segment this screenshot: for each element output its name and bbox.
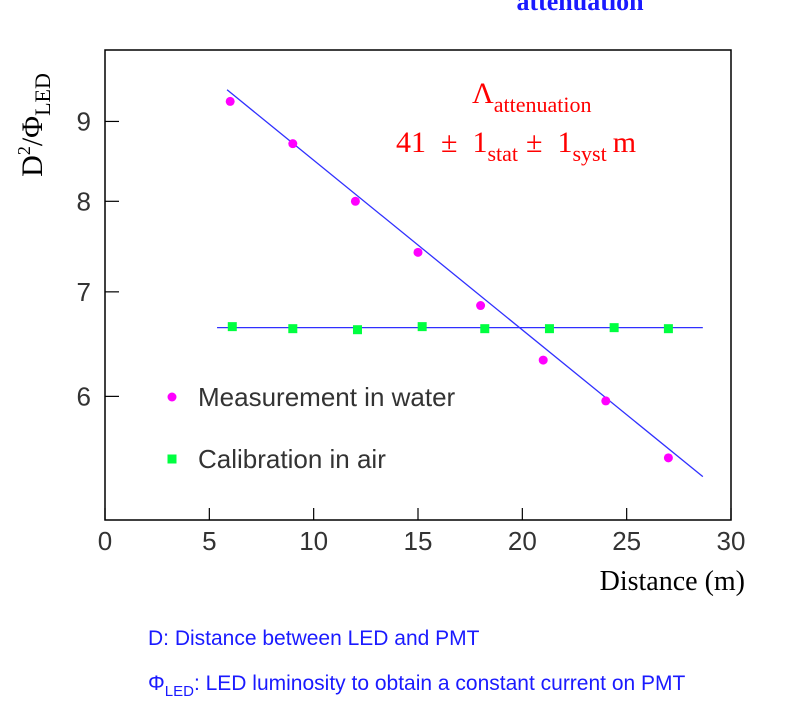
data-point (476, 301, 486, 311)
x-tick-label: 5 (202, 526, 216, 556)
y-axis-label: D2/ΦLED (14, 73, 55, 177)
data-point (413, 247, 423, 257)
x-tick-label: 0 (98, 526, 112, 556)
y-label-mid: /Φ (16, 116, 49, 146)
footnote-phi-sub: LED (165, 683, 194, 700)
annotation-value: 41 ± 1stat ± 1syst m (396, 126, 636, 166)
legend-label: Calibration in air (198, 444, 386, 474)
x-tick-label: 20 (508, 526, 537, 556)
chart-title: attenuation (516, 0, 644, 16)
y-label-base: D (16, 155, 49, 177)
footnote-rest: : LED luminosity to obtain a constant cu… (194, 672, 686, 695)
data-point (538, 355, 548, 365)
data-point (544, 324, 554, 334)
data-point (227, 322, 237, 332)
data-point (663, 453, 673, 463)
y-label-sub: LED (30, 73, 55, 116)
data-point (609, 323, 619, 333)
x-tick-label: 10 (299, 526, 328, 556)
y-label-sup: 2 (14, 146, 34, 155)
data-point (352, 325, 362, 335)
y-tick-label: 8 (77, 186, 91, 216)
data-point (417, 322, 427, 332)
footnote-phi: Φ (148, 672, 165, 695)
data-point (167, 454, 177, 464)
x-tick-label: 15 (404, 526, 433, 556)
data-point (288, 324, 298, 334)
x-tick-label: 30 (717, 526, 746, 556)
y-tick-label: 6 (77, 381, 91, 411)
data-point (663, 324, 673, 334)
data-point (350, 196, 360, 206)
x-axis-label: Distance (m) (600, 566, 745, 597)
annotation-num: 41 ± 1 (396, 126, 487, 159)
annotation-stat: stat (487, 141, 518, 166)
footnote-2: ΦLED: LED luminosity to obtain a constan… (148, 672, 686, 700)
annotation-syst-num: ± 1 (526, 126, 572, 159)
fit-line (226, 89, 704, 478)
data-point (601, 396, 611, 406)
annotation-symbol: Λattenuation (472, 77, 592, 117)
footnote-1: D: Distance between LED and PMT (148, 627, 480, 650)
legend-label: Measurement in water (198, 382, 456, 412)
annotation-lambda-sub: attenuation (494, 92, 592, 117)
data-point (167, 392, 177, 402)
annotation-unit: m (613, 126, 636, 159)
data-point (288, 139, 298, 149)
y-tick-label: 9 (77, 106, 91, 136)
data-point (225, 96, 235, 106)
x-tick-label: 25 (612, 526, 641, 556)
y-tick-label: 7 (77, 277, 91, 307)
annotation-lambda: Λ (472, 77, 494, 110)
data-point (480, 324, 490, 334)
annotation-syst: syst (573, 141, 607, 166)
